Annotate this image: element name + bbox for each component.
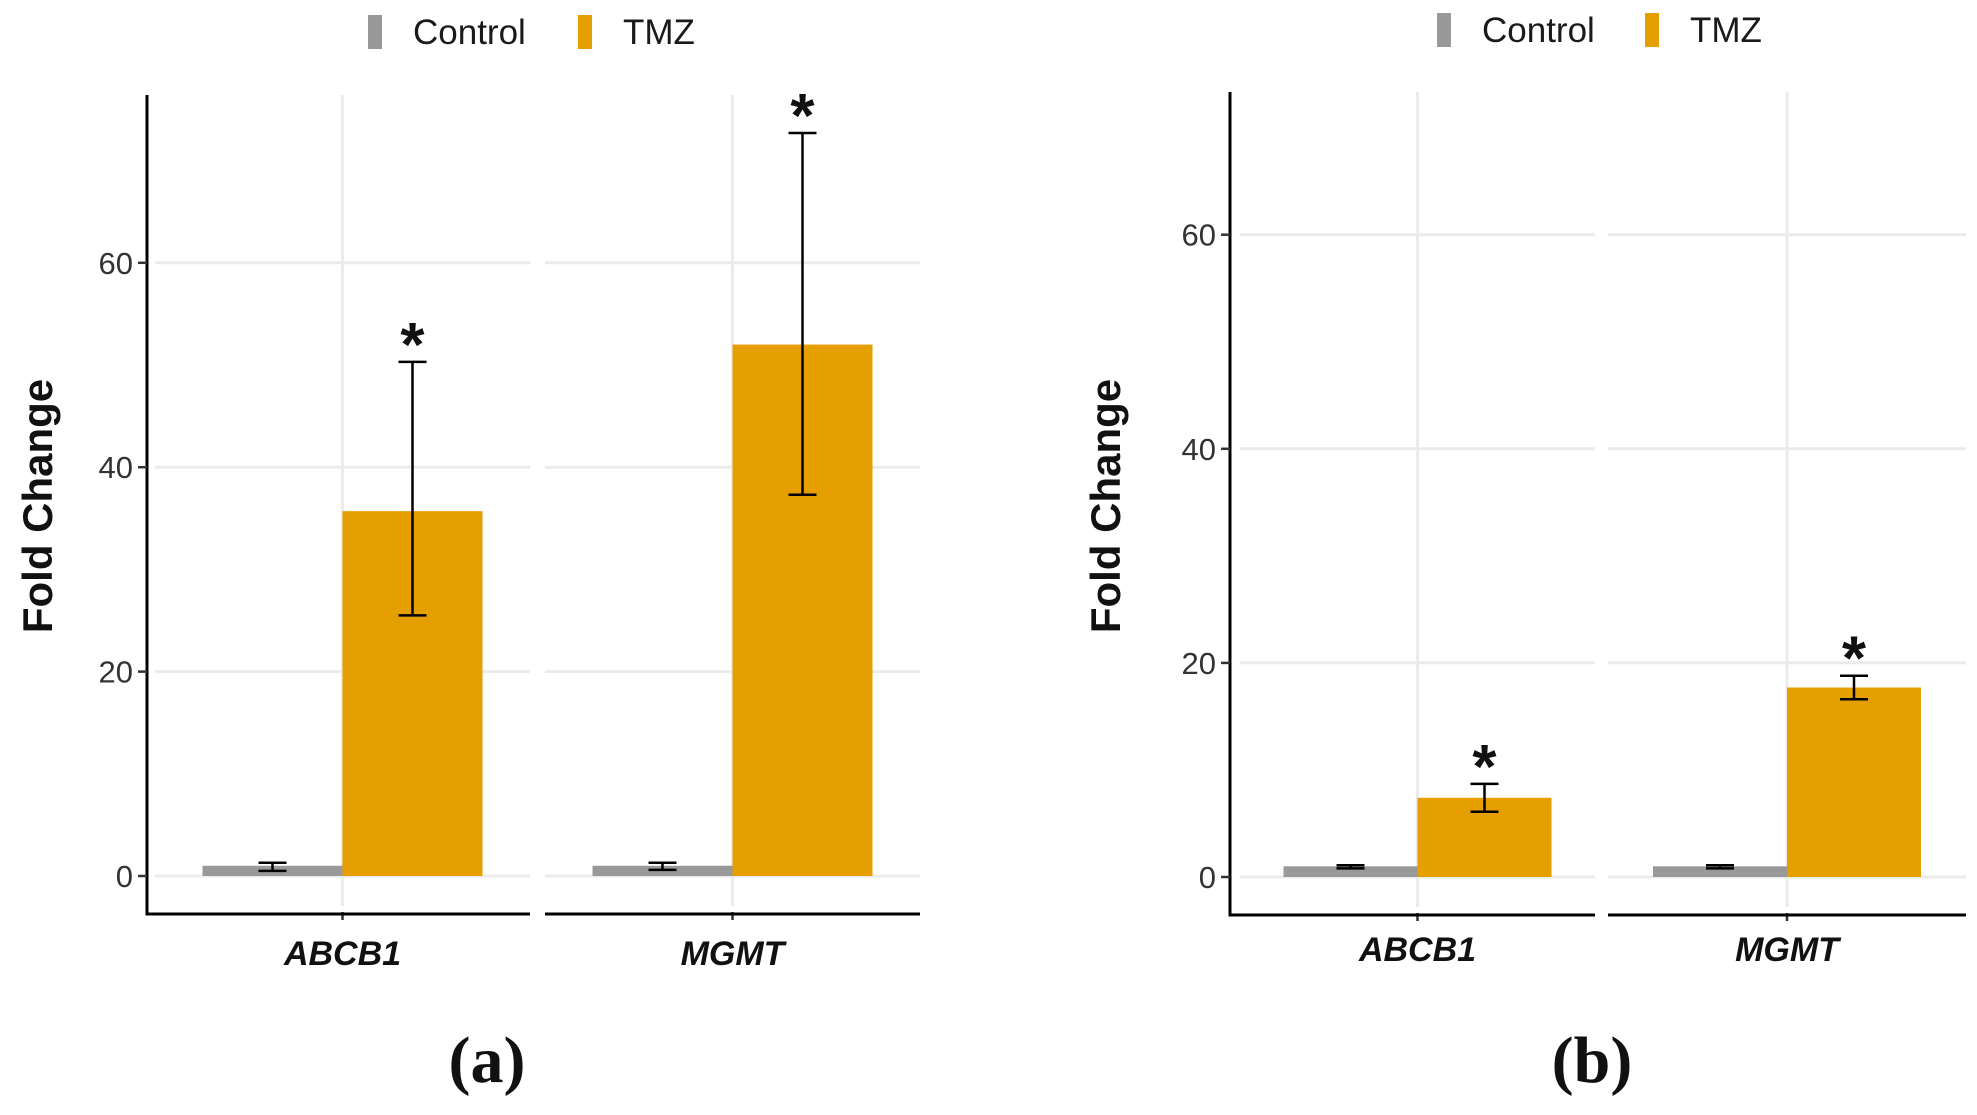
error-bar-tmz-mgmt (1840, 674, 1868, 701)
error-bar-tmz-mgmt (788, 131, 817, 497)
panel-label: (b) (1552, 1024, 1633, 1097)
bar-control-mgmt (1653, 866, 1787, 877)
y-tick-label: 0 (116, 859, 133, 894)
significance-star: * (400, 311, 425, 380)
chart-panel-a: * ABCB1 * MGMT 0 20 40 60 Fold Change Control TMZ (… (14, 13, 920, 1097)
y-tick-label: 60 (99, 246, 133, 281)
legend-swatch-tmz (578, 15, 592, 49)
significance-star: * (1472, 733, 1497, 802)
legend-swatch-control (1437, 13, 1451, 47)
error-bar-control-mgmt (1706, 863, 1734, 870)
y-tick-label: 0 (1199, 860, 1216, 895)
legend-swatch-control (368, 15, 382, 49)
panel-label: (a) (449, 1024, 526, 1097)
y-tick-label: 20 (1182, 646, 1216, 681)
y-tick-label: 40 (1182, 432, 1216, 467)
legend-label-control: Control (1482, 11, 1595, 50)
legend-swatch-tmz (1645, 13, 1659, 47)
significance-star: * (790, 82, 815, 151)
error-bar-tmz-abcb1 (1470, 782, 1499, 813)
facet-abcb1 (1240, 92, 1595, 907)
x-tick-label: MGMT (681, 935, 788, 973)
x-tick-label: MGMT (1735, 931, 1842, 969)
y-tick-label: 60 (1182, 218, 1216, 253)
legend-label-tmz: TMZ (1690, 11, 1762, 50)
y-tick-label: 40 (99, 450, 133, 485)
legend-label-control: Control (413, 13, 526, 52)
error-bar-control-abcb1 (258, 861, 287, 873)
chart-panel-b: * ABCB1 * MGMT 0 20 40 60 Fold Change Control TMZ (… (1082, 11, 1966, 1097)
y-tick-label: 20 (99, 655, 133, 690)
error-bar-tmz-abcb1 (398, 360, 427, 617)
bar-control-abcb1 (1283, 866, 1418, 877)
error-bar-control-mgmt (648, 861, 677, 872)
significance-star: * (1842, 625, 1867, 694)
y-axis-title: Fold Change (1082, 379, 1129, 633)
bar-tmz-mgmt (1787, 687, 1921, 877)
legend-label-tmz: TMZ (623, 13, 695, 52)
error-bar-control-abcb1 (1336, 863, 1365, 870)
legend: Control TMZ (1437, 11, 1762, 50)
x-tick-label: ABCB1 (283, 935, 401, 973)
y-axis-title: Fold Change (14, 379, 61, 633)
x-tick-label: ABCB1 (1358, 931, 1476, 969)
legend: Control TMZ (368, 13, 695, 52)
